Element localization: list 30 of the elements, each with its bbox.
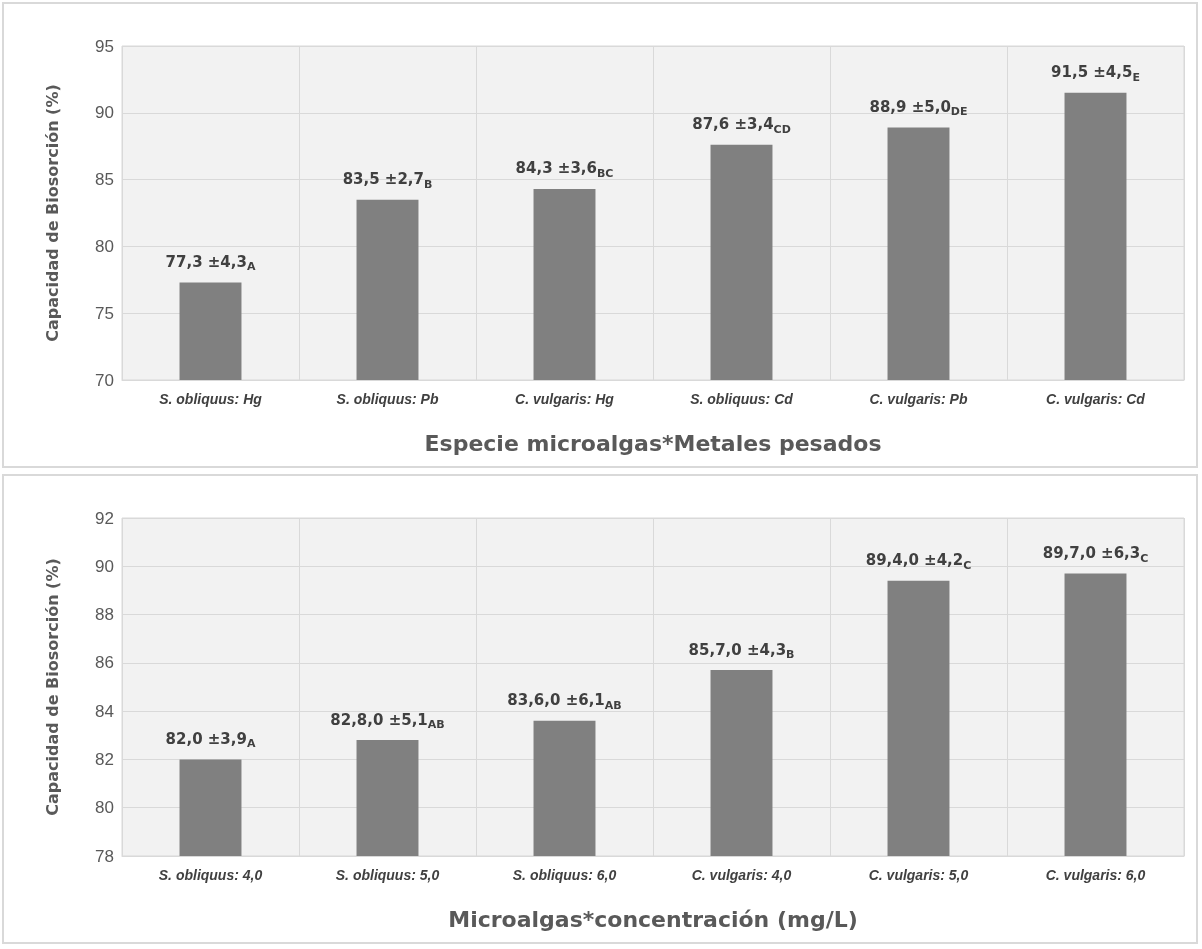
- x-tick-label: C. vulgaris: 6,0: [1045, 867, 1146, 883]
- y-tick-label: 82: [95, 749, 114, 769]
- x-tick-label: C. vulgaris: Hg: [515, 391, 615, 407]
- y-tick-label: 80: [95, 798, 114, 818]
- y-axis-title: Capacidad de Biosorción (%): [42, 84, 62, 342]
- x-tick-label: C. vulgaris: Cd: [1046, 391, 1146, 407]
- x-tick-label: S. obliquus: 5,0: [335, 867, 440, 883]
- x-axis-title: Especie microalgas*Metales pesados: [424, 430, 882, 456]
- y-tick-label: 70: [95, 370, 114, 390]
- x-tick-label: S. obliquus: 4,0: [158, 867, 263, 883]
- y-tick-label: 90: [95, 103, 114, 123]
- y-axis-title: Capacidad de Biosorción (%): [42, 558, 62, 816]
- x-tick-label: S. obliquus: Pb: [336, 391, 439, 407]
- y-tick-label: 95: [95, 36, 114, 56]
- x-tick-label: C. vulgaris: Pb: [869, 391, 968, 407]
- x-tick-label: C. vulgaris: 4,0: [691, 867, 792, 883]
- y-tick-label: 80: [95, 236, 114, 256]
- x-tick-label: S. obliquus: Cd: [690, 391, 794, 407]
- y-tick-label: 90: [95, 556, 114, 576]
- y-tick-label: 88: [95, 605, 114, 625]
- y-tick-label: 84: [95, 701, 114, 721]
- x-axis-title: Microalgas*concentración (mg/L): [448, 906, 858, 932]
- x-tick-label: S. obliquus: Hg: [159, 391, 263, 407]
- y-tick-label: 86: [95, 653, 114, 673]
- y-tick-label: 92: [95, 508, 114, 528]
- y-tick-label: 75: [95, 303, 114, 323]
- y-tick-label: 78: [95, 846, 114, 866]
- y-tick-label: 85: [95, 170, 114, 190]
- x-tick-label: C. vulgaris: 5,0: [868, 867, 969, 883]
- x-tick-label: S. obliquus: 6,0: [512, 867, 617, 883]
